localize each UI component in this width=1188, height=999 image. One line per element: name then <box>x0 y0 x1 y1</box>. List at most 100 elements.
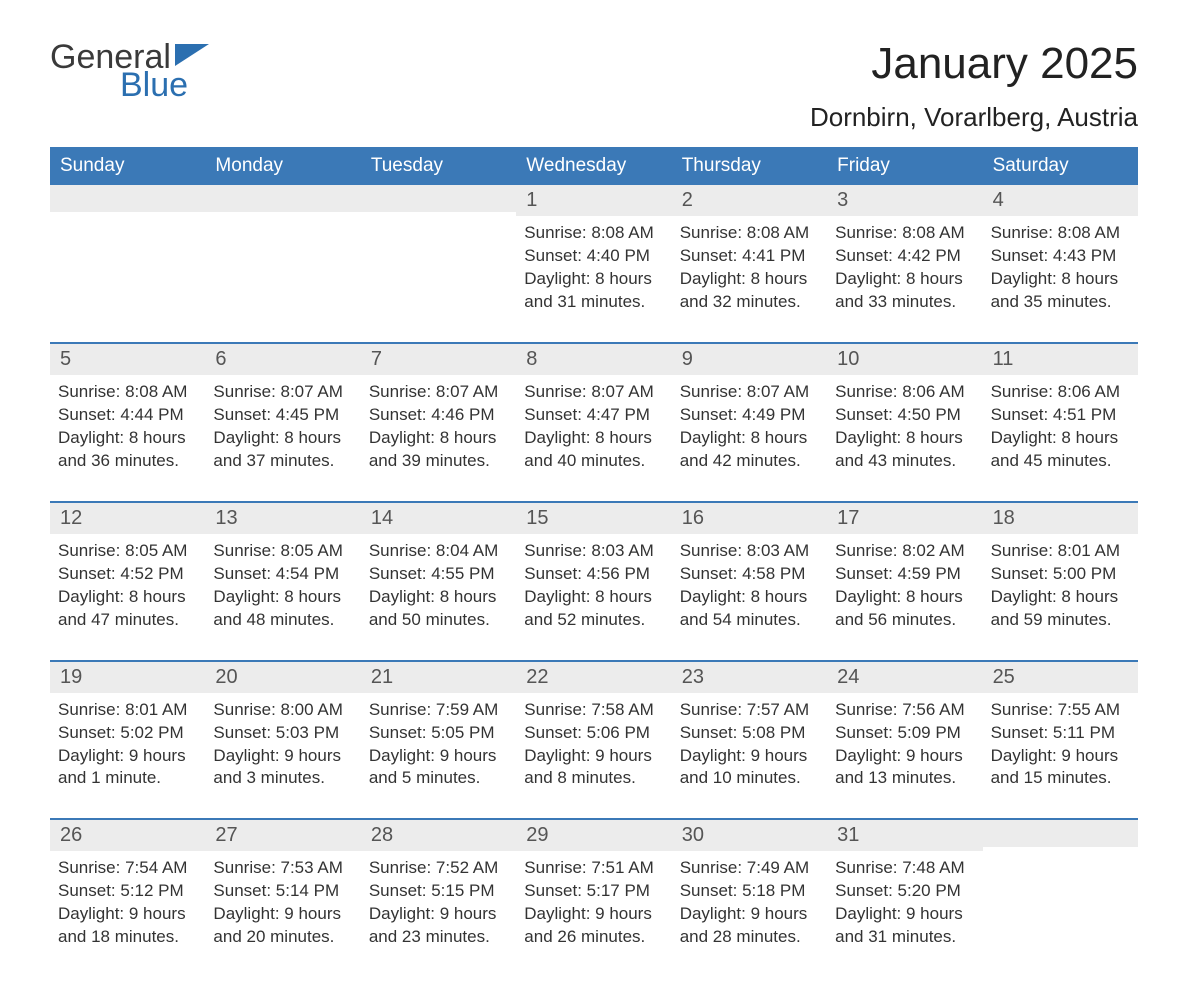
daylight-text: Daylight: 8 hours and 40 minutes. <box>524 427 663 473</box>
day-details: Sunrise: 7:57 AMSunset: 5:08 PMDaylight:… <box>680 693 819 791</box>
daylight-text: Daylight: 8 hours and 52 minutes. <box>524 586 663 632</box>
daylight-text: Daylight: 9 hours and 20 minutes. <box>213 903 352 949</box>
dow-wednesday: Wednesday <box>516 147 671 185</box>
sunrise-text: Sunrise: 8:03 AM <box>680 540 819 563</box>
day-cell: 21Sunrise: 7:59 AMSunset: 5:05 PMDayligh… <box>361 662 516 801</box>
sunset-text: Sunset: 5:15 PM <box>369 880 508 903</box>
sunset-text: Sunset: 4:59 PM <box>835 563 974 586</box>
daylight-text: Daylight: 8 hours and 33 minutes. <box>835 268 974 314</box>
day-details: Sunrise: 8:04 AMSunset: 4:55 PMDaylight:… <box>369 534 508 632</box>
daylight-text: Daylight: 9 hours and 28 minutes. <box>680 903 819 949</box>
week-row: 12Sunrise: 8:05 AMSunset: 4:52 PMDayligh… <box>50 501 1138 642</box>
day-details: Sunrise: 7:49 AMSunset: 5:18 PMDaylight:… <box>680 851 819 949</box>
sunrise-text: Sunrise: 8:07 AM <box>369 381 508 404</box>
day-details: Sunrise: 8:03 AMSunset: 4:58 PMDaylight:… <box>680 534 819 632</box>
day-details: Sunrise: 7:59 AMSunset: 5:05 PMDaylight:… <box>369 693 508 791</box>
sunset-text: Sunset: 4:56 PM <box>524 563 663 586</box>
day-cell: 7 Sunrise: 8:07 AMSunset: 4:46 PMDaylight… <box>361 344 516 483</box>
sunset-text: Sunset: 5:09 PM <box>835 722 974 745</box>
day-cell: 9Sunrise: 8:07 AMSunset: 4:49 PMDaylight… <box>672 344 827 483</box>
daylight-text: Daylight: 9 hours and 31 minutes. <box>835 903 974 949</box>
day-details: Sunrise: 8:06 AMSunset: 4:50 PMDaylight:… <box>835 375 974 473</box>
day-details: Sunrise: 7:48 AMSunset: 5:20 PMDaylight:… <box>835 851 974 949</box>
day-number: 27 <box>205 820 360 851</box>
week-row: 5Sunrise: 8:08 AMSunset: 4:44 PMDaylight… <box>50 342 1138 483</box>
day-number: 15 <box>516 503 671 534</box>
dow-thursday: Thursday <box>672 147 827 185</box>
sunset-text: Sunset: 4:54 PM <box>213 563 352 586</box>
sunrise-text: Sunrise: 8:08 AM <box>835 222 974 245</box>
sunrise-text: Sunrise: 8:07 AM <box>524 381 663 404</box>
empty-day-number <box>205 185 360 212</box>
day-cell: 26Sunrise: 7:54 AMSunset: 5:12 PMDayligh… <box>50 820 205 959</box>
sunset-text: Sunset: 4:46 PM <box>369 404 508 427</box>
sunrise-text: Sunrise: 8:05 AM <box>58 540 197 563</box>
daylight-text: Daylight: 8 hours and 31 minutes. <box>524 268 663 314</box>
day-number: 10 <box>827 344 982 375</box>
sunrise-text: Sunrise: 8:05 AM <box>213 540 352 563</box>
daylight-text: Daylight: 9 hours and 8 minutes. <box>524 745 663 791</box>
day-cell: 12Sunrise: 8:05 AMSunset: 4:52 PMDayligh… <box>50 503 205 642</box>
sunset-text: Sunset: 4:45 PM <box>213 404 352 427</box>
sunset-text: Sunset: 5:17 PM <box>524 880 663 903</box>
day-number: 7 <box>361 344 516 375</box>
day-cell: 23Sunrise: 7:57 AMSunset: 5:08 PMDayligh… <box>672 662 827 801</box>
daylight-text: Daylight: 8 hours and 56 minutes. <box>835 586 974 632</box>
calendar: SundayMondayTuesdayWednesdayThursdayFrid… <box>50 147 1138 959</box>
sunrise-text: Sunrise: 7:59 AM <box>369 699 508 722</box>
daylight-text: Daylight: 8 hours and 43 minutes. <box>835 427 974 473</box>
day-number: 21 <box>361 662 516 693</box>
sunset-text: Sunset: 5:08 PM <box>680 722 819 745</box>
day-cell: 2Sunrise: 8:08 AMSunset: 4:41 PMDaylight… <box>672 185 827 324</box>
sunset-text: Sunset: 4:49 PM <box>680 404 819 427</box>
day-number: 6 <box>205 344 360 375</box>
day-details: Sunrise: 7:58 AMSunset: 5:06 PMDaylight:… <box>524 693 663 791</box>
day-number: 12 <box>50 503 205 534</box>
day-cell: 19Sunrise: 8:01 AMSunset: 5:02 PMDayligh… <box>50 662 205 801</box>
dow-tuesday: Tuesday <box>361 147 516 185</box>
week-row: 19Sunrise: 8:01 AMSunset: 5:02 PMDayligh… <box>50 660 1138 801</box>
sunset-text: Sunset: 5:11 PM <box>991 722 1130 745</box>
daylight-text: Daylight: 9 hours and 15 minutes. <box>991 745 1130 791</box>
day-number: 1 <box>516 185 671 216</box>
sunset-text: Sunset: 4:41 PM <box>680 245 819 268</box>
daylight-text: Daylight: 9 hours and 10 minutes. <box>680 745 819 791</box>
day-number: 4 <box>983 185 1138 216</box>
day-cell: 5Sunrise: 8:08 AMSunset: 4:44 PMDaylight… <box>50 344 205 483</box>
empty-cell <box>361 185 516 324</box>
daylight-text: Daylight: 9 hours and 13 minutes. <box>835 745 974 791</box>
sunrise-text: Sunrise: 8:08 AM <box>524 222 663 245</box>
sunset-text: Sunset: 5:00 PM <box>991 563 1130 586</box>
day-details: Sunrise: 8:05 AMSunset: 4:54 PMDaylight:… <box>213 534 352 632</box>
week-row: 1Sunrise: 8:08 AMSunset: 4:40 PMDaylight… <box>50 185 1138 324</box>
sunset-text: Sunset: 4:55 PM <box>369 563 508 586</box>
daylight-text: Daylight: 8 hours and 39 minutes. <box>369 427 508 473</box>
sunrise-text: Sunrise: 8:07 AM <box>680 381 819 404</box>
sunrise-text: Sunrise: 7:58 AM <box>524 699 663 722</box>
logo: General Blue <box>50 40 209 102</box>
daylight-text: Daylight: 8 hours and 32 minutes. <box>680 268 819 314</box>
dow-sunday: Sunday <box>50 147 205 185</box>
dow-monday: Monday <box>205 147 360 185</box>
day-cell: 20Sunrise: 8:00 AMSunset: 5:03 PMDayligh… <box>205 662 360 801</box>
sunrise-text: Sunrise: 7:48 AM <box>835 857 974 880</box>
day-number: 22 <box>516 662 671 693</box>
sunrise-text: Sunrise: 8:06 AM <box>991 381 1130 404</box>
day-details: Sunrise: 8:08 AMSunset: 4:40 PMDaylight:… <box>524 216 663 314</box>
daylight-text: Daylight: 8 hours and 47 minutes. <box>58 586 197 632</box>
day-cell: 31Sunrise: 7:48 AMSunset: 5:20 PMDayligh… <box>827 820 982 959</box>
day-number: 20 <box>205 662 360 693</box>
daylight-text: Daylight: 8 hours and 50 minutes. <box>369 586 508 632</box>
day-details: Sunrise: 8:01 AMSunset: 5:02 PMDaylight:… <box>58 693 197 791</box>
sunset-text: Sunset: 4:51 PM <box>991 404 1130 427</box>
sunset-text: Sunset: 5:03 PM <box>213 722 352 745</box>
day-cell: 6Sunrise: 8:07 AMSunset: 4:45 PMDaylight… <box>205 344 360 483</box>
sunset-text: Sunset: 4:40 PM <box>524 245 663 268</box>
week-row: 26Sunrise: 7:54 AMSunset: 5:12 PMDayligh… <box>50 818 1138 959</box>
sunrise-text: Sunrise: 8:08 AM <box>991 222 1130 245</box>
day-details: Sunrise: 7:52 AMSunset: 5:15 PMDaylight:… <box>369 851 508 949</box>
day-number: 17 <box>827 503 982 534</box>
sunrise-text: Sunrise: 8:01 AM <box>58 699 197 722</box>
sunrise-text: Sunrise: 8:08 AM <box>58 381 197 404</box>
day-number: 16 <box>672 503 827 534</box>
